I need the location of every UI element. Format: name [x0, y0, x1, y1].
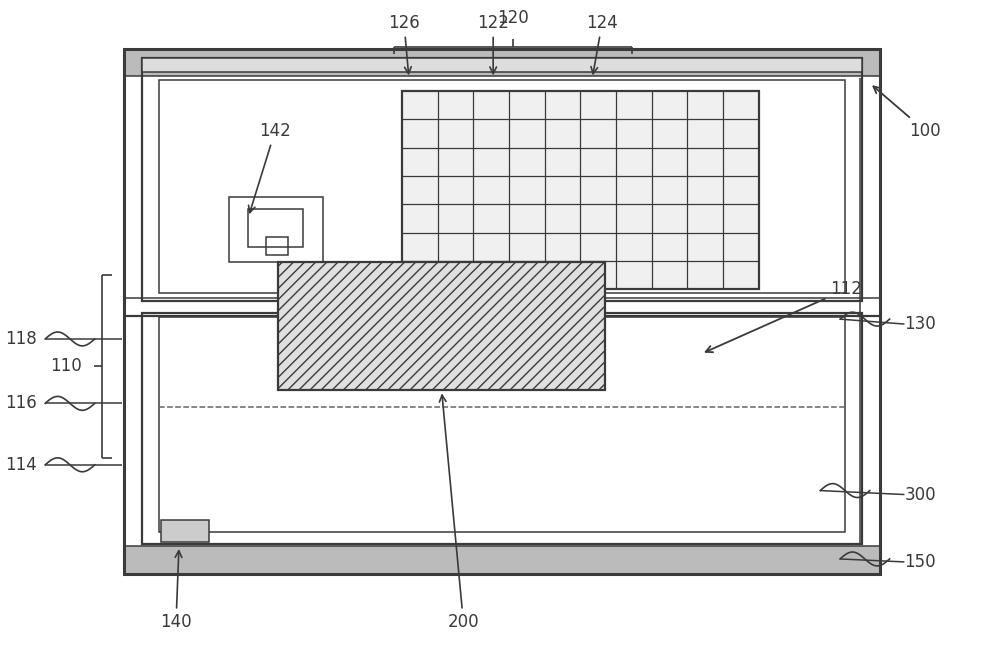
Text: 110: 110 — [50, 357, 82, 375]
Text: 150: 150 — [904, 553, 936, 571]
Bar — [229, 197, 323, 262]
Bar — [159, 317, 845, 533]
Bar — [278, 262, 605, 390]
Bar — [124, 48, 880, 76]
Text: 120: 120 — [497, 9, 529, 27]
Text: 116: 116 — [6, 394, 37, 412]
Bar — [124, 546, 880, 574]
Bar — [161, 521, 209, 542]
Bar — [402, 91, 759, 290]
Bar — [266, 237, 288, 255]
Text: 300: 300 — [904, 485, 936, 503]
Text: 142: 142 — [249, 122, 291, 212]
Bar — [278, 290, 294, 319]
Bar — [159, 80, 845, 293]
Text: 112: 112 — [706, 280, 862, 352]
Text: 100: 100 — [873, 86, 941, 140]
Bar — [142, 58, 862, 72]
Bar — [142, 58, 862, 301]
Text: 140: 140 — [160, 550, 192, 631]
Text: 126: 126 — [388, 14, 420, 74]
Text: 124: 124 — [586, 14, 618, 74]
Text: 200: 200 — [439, 395, 479, 631]
Text: 130: 130 — [904, 315, 936, 333]
Text: 122: 122 — [477, 14, 509, 74]
Bar — [248, 209, 303, 247]
Bar — [142, 313, 862, 544]
Text: 114: 114 — [6, 456, 37, 474]
Bar — [282, 328, 294, 356]
Text: 118: 118 — [6, 330, 37, 348]
Bar — [124, 48, 880, 574]
